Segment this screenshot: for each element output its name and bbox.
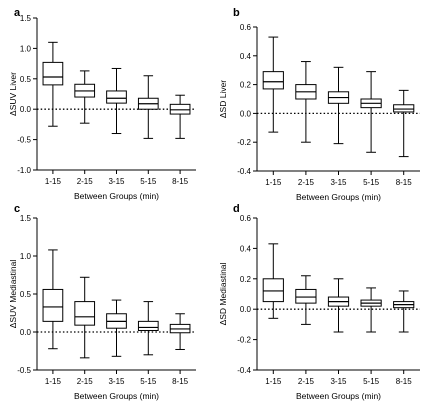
- x-tick-label: 3-15: [330, 178, 347, 187]
- iqr-box: [74, 301, 96, 326]
- iqr-box: [137, 320, 159, 331]
- x-tick-label: 5-15: [140, 177, 157, 186]
- box-2-15: [74, 70, 96, 124]
- y-axis-label: ΔSUV Mediastinal: [8, 260, 18, 329]
- x-tick-label: 8-15: [172, 377, 189, 386]
- x-axis-label: Between Groups (min): [74, 391, 159, 401]
- panel-d: d -0.4 -0.2 0.0 0.2 0.4 0.6 1-15 2-15 3-15 5-15 8-1…: [218, 203, 420, 401]
- y-tick-label: 0.2: [240, 275, 252, 284]
- x-axis-label: Between Groups (min): [296, 391, 381, 401]
- iqr-box: [42, 61, 64, 86]
- y-tick-label: 0.4: [240, 244, 252, 253]
- y-tick-label: 1.0: [20, 252, 32, 261]
- y-tick-label: 0.0: [240, 305, 252, 314]
- iqr-box: [106, 90, 127, 104]
- panel-letter: c: [14, 203, 20, 215]
- x-axis-label: Between Groups (min): [296, 192, 381, 202]
- x-tick-label: 5-15: [363, 377, 380, 386]
- box-3-15: [327, 66, 350, 145]
- x-tick-label: 1-15: [265, 377, 282, 386]
- x-tick-label: 2-15: [298, 377, 315, 386]
- box-5-15: [360, 71, 382, 153]
- box-1-15: [262, 36, 284, 133]
- y-tick-label: 0.0: [240, 109, 252, 118]
- box-8-15: [169, 94, 191, 139]
- y-tick-label: -0.4: [237, 167, 251, 176]
- x-tick-label: 1-15: [45, 177, 62, 186]
- box-5-15: [360, 287, 382, 333]
- box-5-15: [137, 301, 159, 356]
- box-8-15: [393, 290, 415, 333]
- y-tick-label: 0.6: [240, 214, 252, 223]
- box-8-15: [393, 89, 415, 158]
- y-tick-label: -0.5: [17, 136, 31, 145]
- box-2-15: [74, 276, 96, 359]
- y-tick-label: -0.4: [237, 366, 251, 375]
- panel-letter: b: [233, 7, 240, 19]
- y-tick-label: 1.0: [20, 44, 32, 53]
- iqr-box: [169, 103, 191, 115]
- y-tick-label: -1.0: [17, 166, 31, 175]
- iqr-box: [262, 278, 284, 303]
- box-1-15: [262, 243, 284, 319]
- y-tick-label: -0.2: [237, 138, 251, 147]
- y-tick-label: 0.5: [20, 75, 32, 84]
- y-tick-label: 1.5: [20, 14, 32, 23]
- iqr-box: [262, 71, 284, 90]
- x-tick-label: 3-15: [108, 177, 125, 186]
- y-tick-label: 0.6: [240, 23, 252, 32]
- y-tick-label: 0.2: [240, 81, 252, 90]
- y-axis-label: ΔSD Mediastinal: [218, 262, 228, 325]
- x-tick-label: 3-15: [330, 377, 347, 386]
- panel-c: c -0.5 0.0 0.5 1.0 1.5 1-15 2-15 3-15 5-15 8-15 Bet…: [8, 203, 196, 401]
- x-tick-label: 8-15: [172, 177, 189, 186]
- x-tick-label: 2-15: [298, 178, 315, 187]
- x-tick-label: 3-15: [108, 377, 125, 386]
- box-1-15: [42, 249, 64, 350]
- y-tick-label: -0.5: [17, 366, 31, 375]
- y-tick-label: 0.0: [20, 328, 32, 337]
- box-8-15: [169, 313, 191, 350]
- x-tick-label: 2-15: [77, 377, 94, 386]
- y-tick-label: 0.5: [20, 290, 32, 299]
- x-tick-label: 2-15: [77, 177, 94, 186]
- y-tick-label: 1.5: [20, 214, 32, 223]
- box-1-15: [42, 41, 64, 127]
- y-tick-label: 0.4: [240, 52, 252, 61]
- box-5-15: [137, 75, 159, 139]
- x-tick-label: 5-15: [363, 178, 380, 187]
- y-tick-label: 0.0: [20, 105, 32, 114]
- panel-letter: a: [14, 7, 21, 19]
- panel-b: b -0.4 -0.2 0.0 0.2 0.4 0.6 1-15 2-15 3-15 5-15 8-1…: [218, 7, 420, 202]
- x-axis-label: Between Groups (min): [74, 191, 159, 201]
- box-3-15: [106, 299, 127, 357]
- panel-letter: d: [233, 203, 240, 215]
- box-2-15: [295, 61, 317, 143]
- x-tick-label: 1-15: [265, 178, 282, 187]
- y-axis-label: ΔSD Liver: [218, 80, 228, 118]
- box-3-15: [327, 278, 350, 333]
- box-3-15: [106, 67, 127, 135]
- x-tick-label: 5-15: [140, 377, 157, 386]
- iqr-box: [393, 104, 415, 113]
- y-tick-label: -0.2: [237, 336, 251, 345]
- y-axis-label: ΔSUV Liver: [8, 72, 18, 116]
- box-2-15: [295, 275, 317, 325]
- iqr-box: [42, 288, 64, 322]
- x-tick-label: 1-15: [45, 377, 62, 386]
- x-tick-label: 8-15: [396, 178, 413, 187]
- x-tick-label: 8-15: [396, 377, 413, 386]
- iqr-box: [295, 288, 317, 304]
- panel-a: a -1.0 -0.5 0.0 0.5 1.0 1.5 1-15 2-15 3-15 5-15 8-1…: [8, 7, 196, 201]
